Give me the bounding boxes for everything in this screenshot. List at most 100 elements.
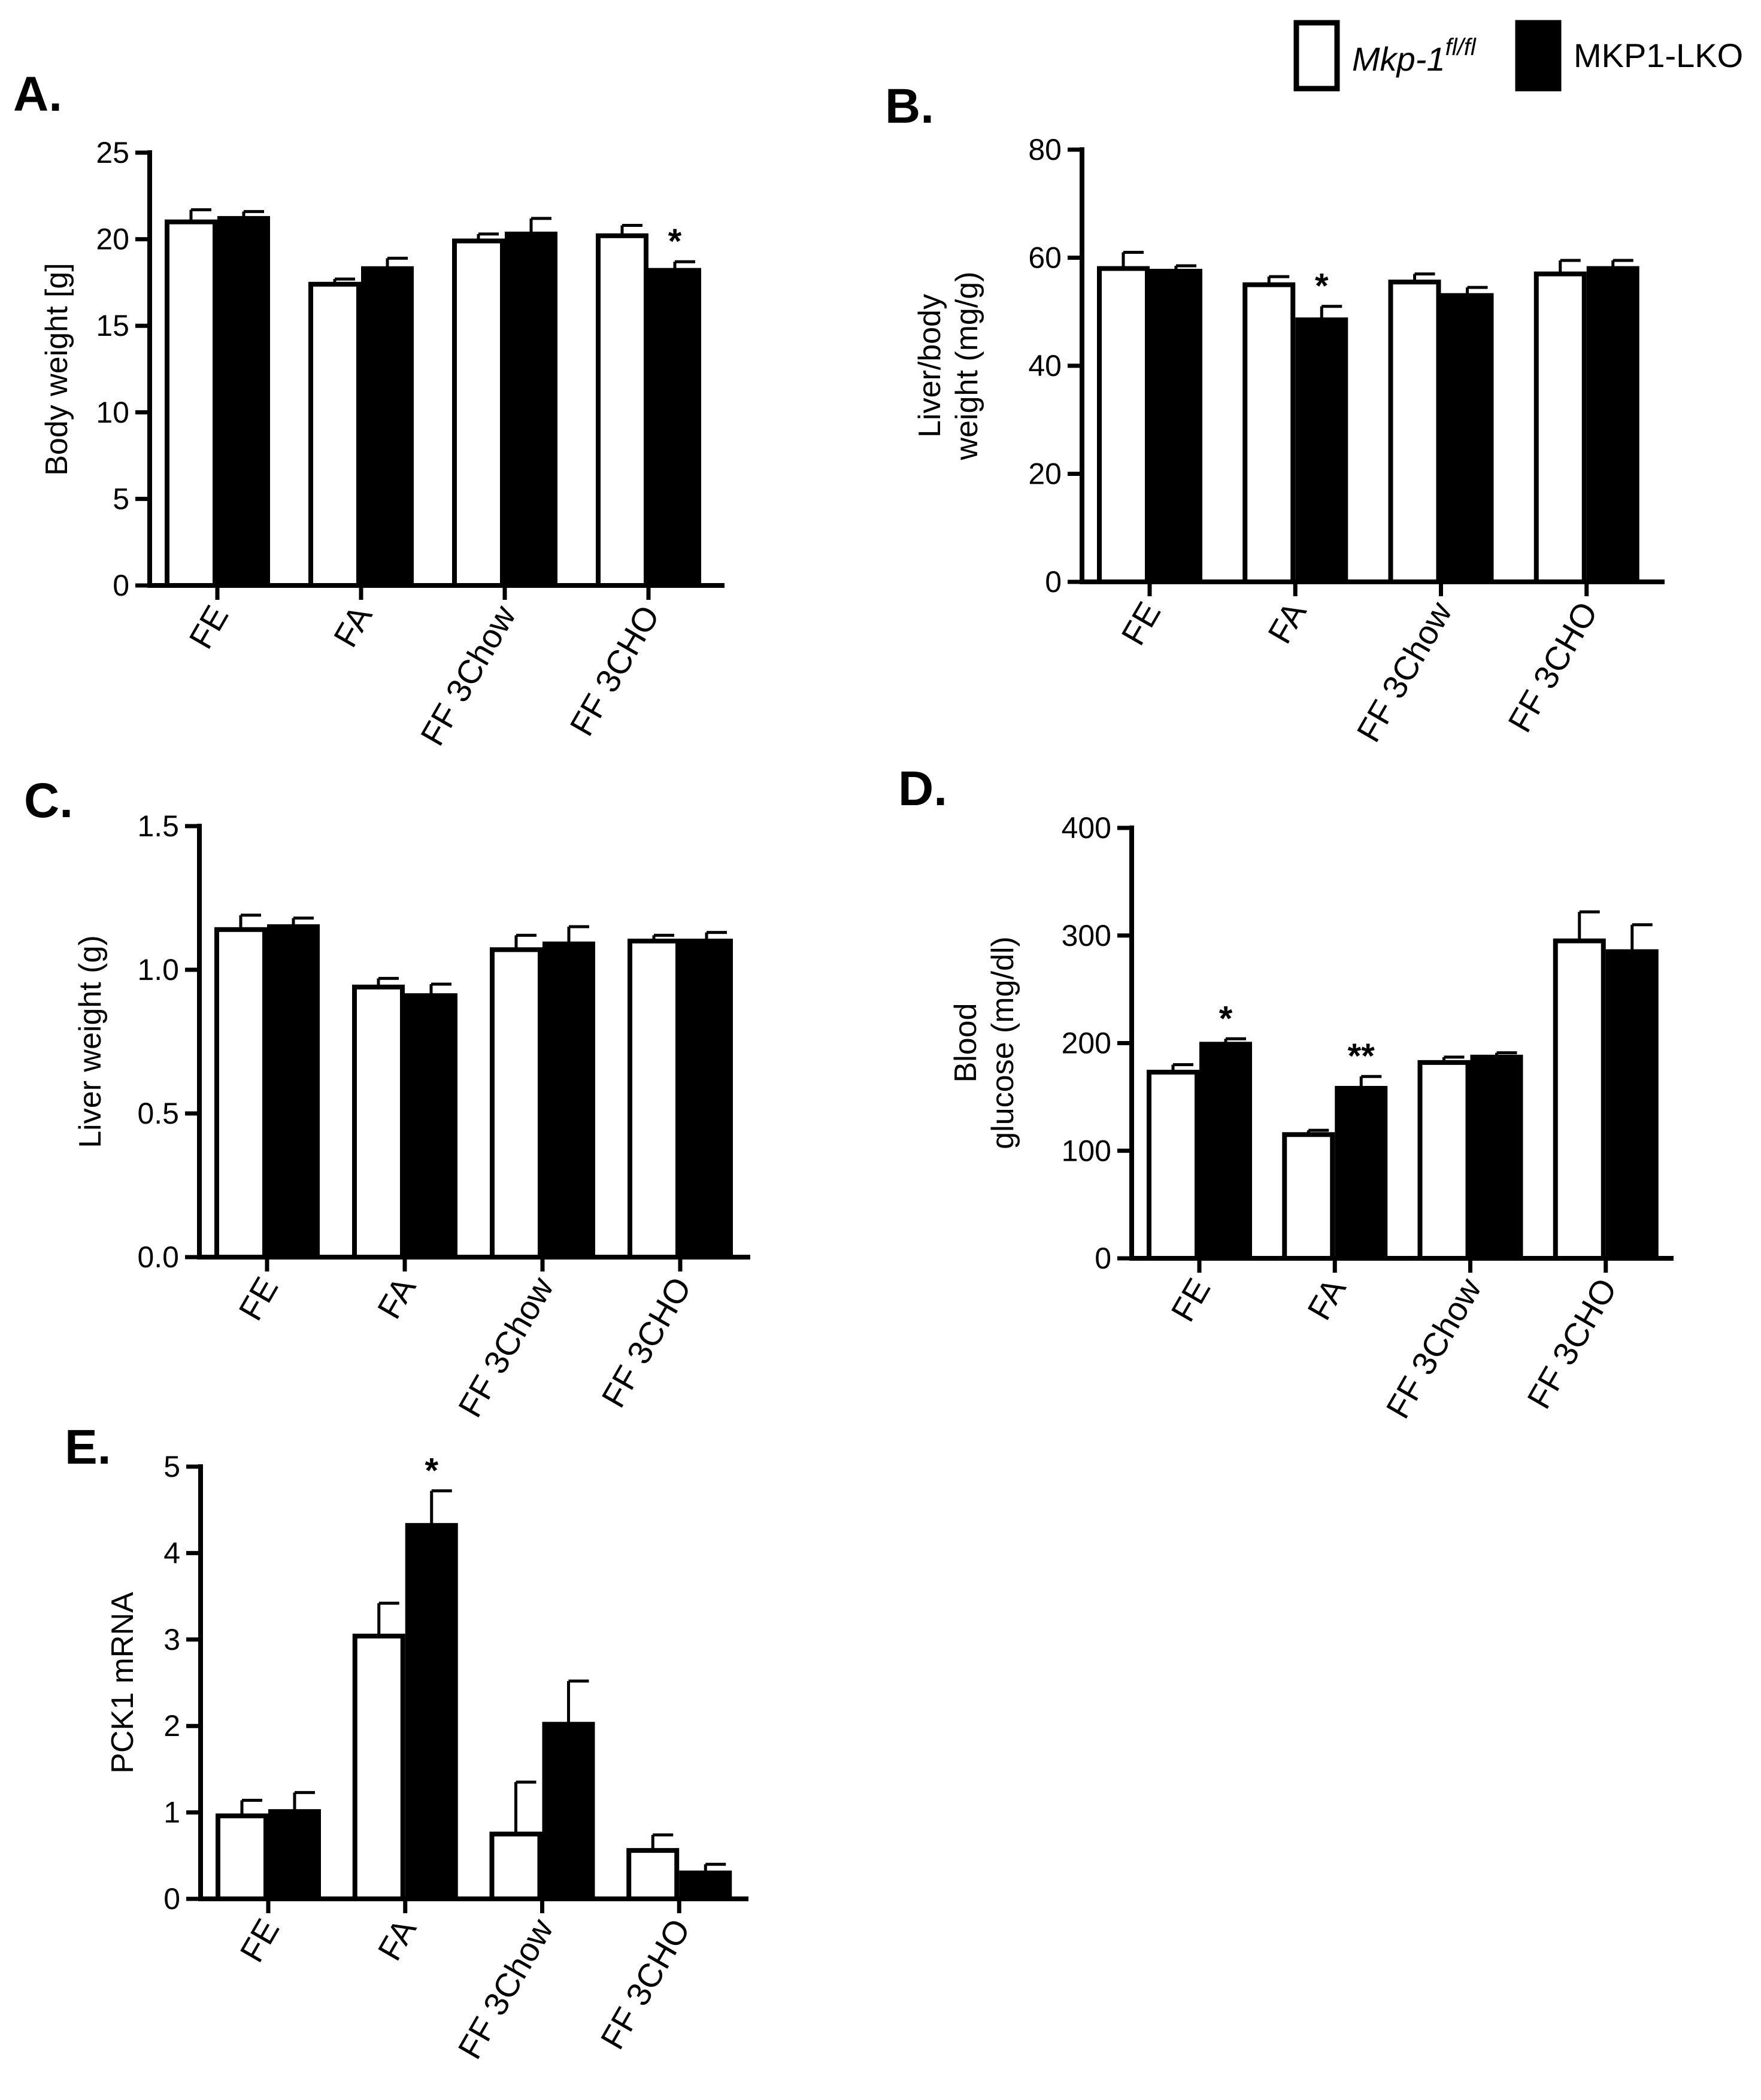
bar-c-ko-2 <box>542 941 595 1260</box>
bar-c-ko-1 <box>405 993 457 1260</box>
x-tick-label-a-3: FF 3CHO <box>562 599 666 742</box>
y-tick-label-a-2: 10 <box>96 396 129 429</box>
y-axis-title-c: Liver weight (g) <box>73 935 108 1148</box>
bar-d-ko-0 <box>1199 1042 1252 1261</box>
bar-a-ko-1 <box>361 266 414 588</box>
y-axis-title-e: PCK1 mRNA <box>105 1592 140 1774</box>
bar-c-wt-2 <box>490 947 542 1260</box>
bar-a-ko-2 <box>505 231 557 588</box>
bar-b-wt-2 <box>1388 280 1441 584</box>
x-tick-label-e-3: FF 3CHO <box>593 1913 697 2056</box>
bar-e-ko-2 <box>542 1722 595 1901</box>
y-tick-label-d-0: 0 <box>1095 1242 1111 1275</box>
y-tick-label-e-3: 3 <box>163 1623 180 1656</box>
bar-c-ko-0 <box>267 924 320 1260</box>
x-tick-label-b-0: FE <box>1114 596 1168 651</box>
panel-e: E. PCK1 mRNA * 0 1 2 3 4 5 FE FA FF 3Chow FF 3CHO <box>65 1420 748 2065</box>
y-tick-label-a-0: 0 <box>113 569 129 602</box>
y-tick-label-b-1: 20 <box>1028 457 1062 491</box>
y-tick-label-a-1: 5 <box>113 482 129 515</box>
y-tick-label-e-4: 4 <box>163 1536 180 1570</box>
panel-letter-b: B. <box>885 79 934 133</box>
y-axis-title-line-1: weight (mg/g) <box>950 272 984 461</box>
y-tick-label-d-4: 400 <box>1062 811 1111 845</box>
bar-a-wt-1 <box>308 281 361 588</box>
y-tick-label-e-2: 2 <box>163 1709 180 1743</box>
bar-a-ko-3 <box>648 268 701 588</box>
legend-label-wt: Mkp-1fl/fl <box>1352 34 1477 78</box>
legend-swatch-ko <box>1515 20 1562 92</box>
panel-letter-c: C. <box>24 773 73 828</box>
y-tick-label-b-3: 60 <box>1028 241 1062 275</box>
x-tick-label-d-0: FE <box>1163 1272 1217 1328</box>
y-tick-label-e-0: 0 <box>163 1882 180 1916</box>
significance-b-0: * <box>1315 267 1329 306</box>
y-tick-label-c-0: 0.0 <box>137 1240 179 1274</box>
x-tick-label-a-1: FA <box>326 599 380 653</box>
y-tick-label-e-1: 1 <box>163 1796 180 1829</box>
y-tick-label-c-2: 1.0 <box>137 953 179 987</box>
bar-d-wt-2 <box>1417 1060 1471 1261</box>
y-axis-title-line-0: Liver/body <box>913 294 947 438</box>
legend: Mkp-1fl/fl MKP1-LKO <box>1293 20 1743 92</box>
y-tick-label-e-5: 5 <box>163 1450 180 1483</box>
x-tick-label-b-3: FF 3CHO <box>1501 596 1605 739</box>
y-axis-title-line-0: Blood <box>948 1003 983 1083</box>
significance-e-0: * <box>425 1451 438 1490</box>
x-tick-label-d-1: FA <box>1300 1271 1353 1326</box>
x-tick-label-c-3: FF 3CHO <box>594 1271 698 1414</box>
bar-a-wt-0 <box>165 219 217 588</box>
bar-c-wt-3 <box>628 939 680 1260</box>
x-tick-label-e-0: FE <box>232 1913 286 1968</box>
bar-b-ko-1 <box>1295 317 1348 584</box>
bar-e-ko-3 <box>679 1870 732 1901</box>
panel-letter-e: E. <box>65 1420 111 1474</box>
panel-c: C. Liver weight (g) 0.0 0.5 1.0 1.5 FE FA FF 3Ch… <box>24 773 750 1424</box>
x-tick-label-c-0: FE <box>231 1271 285 1327</box>
y-tick-label-c-1: 0.5 <box>137 1097 179 1130</box>
legend-label-ko: MKP1-LKO <box>1574 37 1743 74</box>
bar-e-wt-1 <box>352 1634 405 1901</box>
bar-d-ko-3 <box>1605 949 1659 1261</box>
bar-e-ko-0 <box>268 1809 321 1901</box>
bar-e-wt-3 <box>626 1848 680 1901</box>
y-axis-title-line-1: glucose (mg/dl) <box>986 936 1020 1149</box>
x-tick-label-a-2: FF 3Chow <box>413 599 523 752</box>
significance-a-0: * <box>668 222 682 261</box>
bar-d-wt-0 <box>1147 1070 1199 1261</box>
x-tick-label-d-2: FF 3Chow <box>1378 1271 1489 1425</box>
panel-letter-a: A. <box>13 67 62 122</box>
significance-d-1: ** <box>1348 1037 1375 1076</box>
y-tick-label-d-2: 200 <box>1062 1027 1111 1060</box>
bar-d-wt-3 <box>1553 938 1606 1261</box>
panel-letter-d: D. <box>898 761 947 816</box>
bar-b-wt-0 <box>1097 266 1150 584</box>
bar-d-wt-1 <box>1282 1132 1335 1261</box>
bar-a-wt-2 <box>452 238 505 588</box>
y-tick-label-a-4: 20 <box>96 223 129 256</box>
bar-a-wt-3 <box>596 233 648 588</box>
y-tick-label-b-4: 80 <box>1028 133 1062 166</box>
panel-d: D.Bloodglucose (mg/dl) ***0100200300400FE… <box>898 761 1674 1425</box>
bar-b-ko-2 <box>1441 293 1494 584</box>
x-tick-label-e-1: FA <box>370 1912 423 1967</box>
legend-swatch-wt <box>1293 20 1340 92</box>
bar-e-wt-2 <box>489 1831 542 1901</box>
y-tick-label-a-3: 15 <box>96 309 129 342</box>
x-tick-label-a-0: FE <box>181 599 235 655</box>
bar-e-wt-0 <box>216 1813 268 1901</box>
y-axis-title-line-0: PCK1 mRNA <box>105 1592 140 1774</box>
y-axis-title-d: Bloodglucose (mg/dl) <box>948 936 1020 1149</box>
y-tick-label-c-3: 1.5 <box>137 809 179 843</box>
bar-b-wt-1 <box>1242 282 1296 584</box>
significance-d-0: * <box>1219 999 1233 1038</box>
bar-d-ko-2 <box>1470 1054 1523 1261</box>
panel-a: A. Body weight [g] * 0 5 10 15 20 25 FE FA FF 3Chow… <box>13 67 725 752</box>
y-axis-title-line-0: Body weight [g] <box>40 263 74 476</box>
y-tick-label-d-1: 100 <box>1062 1134 1111 1167</box>
x-tick-label-c-1: FA <box>370 1270 423 1325</box>
x-tick-label-e-2: FF 3Chow <box>450 1912 560 2065</box>
y-axis-title-b: Liver/bodyweight (mg/g) <box>913 272 984 461</box>
y-tick-label-b-2: 40 <box>1028 349 1062 383</box>
